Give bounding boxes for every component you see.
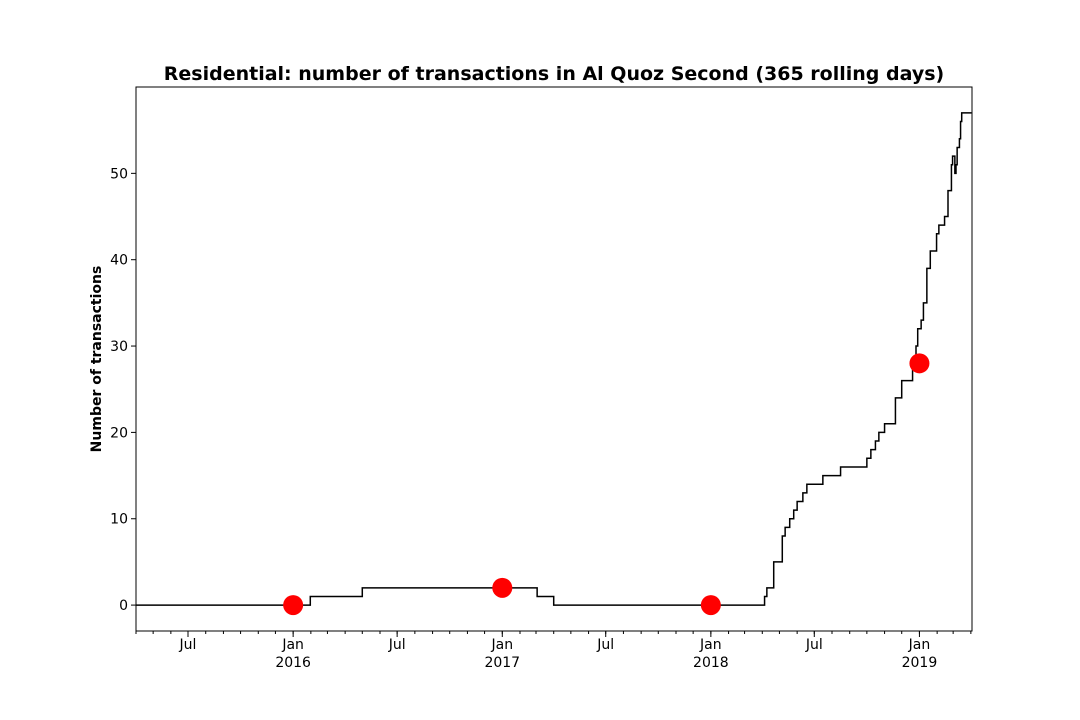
red-marker-point [700,595,721,616]
x-tick-label: Jan [699,637,722,653]
red-marker-point [909,353,930,374]
y-tick-label: 20 [110,425,128,441]
x-tick-year-label: 2016 [275,655,311,671]
y-tick-label: 40 [110,253,128,269]
y-axis-label: Number of transactions [89,266,105,453]
y-tick-label: 0 [119,598,128,614]
y-tick-label: 10 [110,512,128,528]
x-tick-year-label: 2018 [693,655,729,671]
red-marker-point [492,577,513,598]
y-axis: 0 10 20 30 40 50 [110,166,136,614]
red-marker-point [283,595,304,616]
series-line [136,112,972,606]
x-tick-year-label: 2019 [902,655,938,671]
x-tick-label: Jan [490,637,513,653]
x-tick-label: Jan [908,637,931,653]
y-tick-label: 50 [110,166,128,182]
y-tick-label: 30 [110,339,128,355]
x-tick-year-label: 2017 [484,655,520,671]
plot-frame [135,86,973,632]
x-axis: Jul Jan 2016 Jul Jan 2017 Jul Jan 2018 Jul Jan 2019 [135,631,972,671]
x-tick-label: Jan [281,637,304,653]
chart-title: Residential: number of transactions in A… [164,63,944,85]
x-tick-label: Jul [388,637,406,653]
x-tick-label: Jul [805,637,823,653]
plot-area [136,112,972,616]
x-tick-label: Jul [179,637,197,653]
x-tick-label: Jul [596,637,614,653]
